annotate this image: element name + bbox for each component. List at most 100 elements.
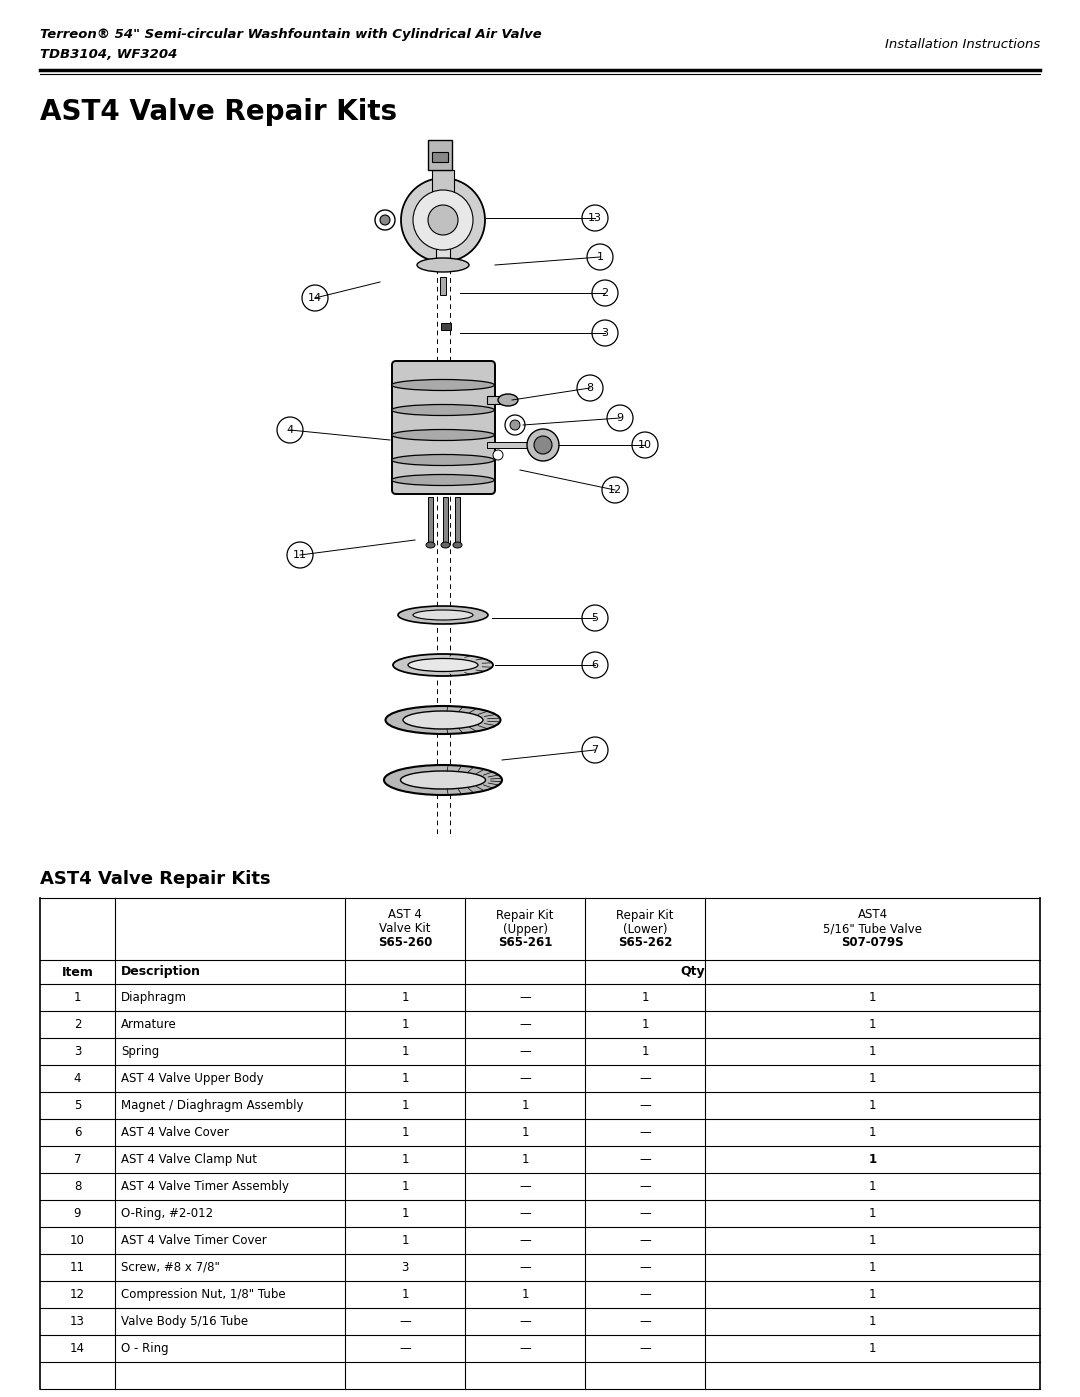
- Text: —: —: [519, 990, 531, 1004]
- Text: 1: 1: [868, 1126, 876, 1139]
- Text: —: —: [519, 1045, 531, 1058]
- Bar: [428, 140, 453, 170]
- Text: 1: 1: [642, 990, 649, 1004]
- Text: 1: 1: [402, 1018, 408, 1031]
- Text: 1: 1: [402, 1099, 408, 1112]
- Text: 1: 1: [596, 251, 604, 263]
- Text: Repair Kit: Repair Kit: [496, 908, 554, 922]
- Ellipse shape: [403, 711, 483, 729]
- Text: —: —: [519, 1180, 531, 1193]
- Circle shape: [534, 436, 552, 454]
- Ellipse shape: [391, 380, 495, 391]
- Text: —: —: [639, 1261, 651, 1274]
- Circle shape: [527, 429, 559, 461]
- Text: 1: 1: [522, 1288, 529, 1301]
- Text: —: —: [639, 1126, 651, 1139]
- Circle shape: [505, 415, 525, 434]
- Text: AST 4 Valve Timer Cover: AST 4 Valve Timer Cover: [121, 1234, 267, 1248]
- Text: —: —: [519, 1018, 531, 1031]
- Text: 1: 1: [402, 1045, 408, 1058]
- Text: S07-079S: S07-079S: [841, 936, 904, 950]
- Text: 7: 7: [592, 745, 598, 754]
- Text: 1: 1: [868, 1234, 876, 1248]
- Text: AST 4 Valve Clamp Nut: AST 4 Valve Clamp Nut: [121, 1153, 257, 1166]
- Text: 9: 9: [617, 414, 623, 423]
- Circle shape: [510, 420, 519, 430]
- Text: —: —: [639, 1071, 651, 1085]
- Bar: [40, 898, 1040, 1389]
- Text: 1: 1: [642, 1018, 649, 1031]
- Text: 9: 9: [73, 1207, 81, 1220]
- Bar: [436, 196, 450, 265]
- Bar: [487, 395, 509, 404]
- Text: Compression Nut, 1/8" Tube: Compression Nut, 1/8" Tube: [121, 1288, 285, 1301]
- Text: 12: 12: [70, 1288, 85, 1301]
- Text: —: —: [639, 1315, 651, 1329]
- Text: 12: 12: [608, 485, 622, 495]
- Text: —: —: [639, 1153, 651, 1166]
- Text: Diaphragm: Diaphragm: [121, 990, 187, 1004]
- Ellipse shape: [399, 606, 488, 624]
- Bar: [487, 441, 529, 448]
- Text: 1: 1: [868, 990, 876, 1004]
- Text: —: —: [519, 1315, 531, 1329]
- Text: Screw, #8 x 7/8": Screw, #8 x 7/8": [121, 1261, 220, 1274]
- Bar: [432, 152, 448, 162]
- Text: 11: 11: [70, 1261, 85, 1274]
- Ellipse shape: [498, 394, 518, 407]
- Text: Terreon® 54" Semi-circular Washfountain with Cylindrical Air Valve: Terreon® 54" Semi-circular Washfountain …: [40, 28, 542, 41]
- Text: —: —: [639, 1099, 651, 1112]
- Text: Repair Kit: Repair Kit: [617, 908, 674, 922]
- Text: O - Ring: O - Ring: [121, 1343, 168, 1355]
- Ellipse shape: [441, 542, 450, 548]
- Circle shape: [413, 190, 473, 250]
- Ellipse shape: [401, 771, 486, 789]
- Text: Description: Description: [121, 965, 201, 978]
- Text: (Lower): (Lower): [623, 922, 667, 936]
- Text: 14: 14: [70, 1343, 85, 1355]
- Text: 1: 1: [402, 1071, 408, 1085]
- Ellipse shape: [384, 766, 502, 795]
- Text: 5: 5: [592, 613, 598, 623]
- Text: —: —: [400, 1343, 410, 1355]
- Text: 1: 1: [402, 1180, 408, 1193]
- Text: 1: 1: [868, 1180, 876, 1193]
- Text: AST 4 Valve Timer Assembly: AST 4 Valve Timer Assembly: [121, 1180, 289, 1193]
- Text: 1: 1: [402, 1288, 408, 1301]
- Text: 5: 5: [73, 1099, 81, 1112]
- Ellipse shape: [408, 658, 478, 672]
- Text: Spring: Spring: [121, 1045, 159, 1058]
- Circle shape: [401, 177, 485, 263]
- Text: 1: 1: [868, 1099, 876, 1112]
- Bar: [432, 170, 454, 200]
- Text: 2: 2: [602, 288, 608, 298]
- Circle shape: [428, 205, 458, 235]
- Bar: [443, 497, 448, 545]
- Text: 1: 1: [522, 1153, 529, 1166]
- Text: 8: 8: [586, 383, 594, 393]
- Text: 1: 1: [522, 1099, 529, 1112]
- Text: 3: 3: [602, 328, 608, 338]
- Bar: [441, 323, 451, 330]
- Ellipse shape: [386, 705, 500, 733]
- Bar: [428, 497, 433, 545]
- Text: AST 4 Valve Upper Body: AST 4 Valve Upper Body: [121, 1071, 264, 1085]
- Text: 7: 7: [73, 1153, 81, 1166]
- Text: Qty: Qty: [680, 965, 705, 978]
- Text: —: —: [519, 1071, 531, 1085]
- Text: (Upper): (Upper): [502, 922, 548, 936]
- Text: 1: 1: [868, 1207, 876, 1220]
- Text: AST4: AST4: [858, 908, 888, 922]
- FancyBboxPatch shape: [392, 360, 495, 495]
- Text: 1: 1: [522, 1126, 529, 1139]
- Text: TDB3104, WF3204: TDB3104, WF3204: [40, 47, 177, 61]
- Text: Magnet / Diaghragm Assembly: Magnet / Diaghragm Assembly: [121, 1099, 303, 1112]
- Text: 3: 3: [73, 1045, 81, 1058]
- Text: 5/16" Tube Valve: 5/16" Tube Valve: [823, 922, 922, 936]
- Text: —: —: [639, 1288, 651, 1301]
- Ellipse shape: [453, 542, 462, 548]
- Text: 14: 14: [308, 293, 322, 303]
- Text: AST 4 Valve Cover: AST 4 Valve Cover: [121, 1126, 229, 1139]
- Text: S65-262: S65-262: [618, 936, 672, 950]
- Bar: [455, 497, 460, 545]
